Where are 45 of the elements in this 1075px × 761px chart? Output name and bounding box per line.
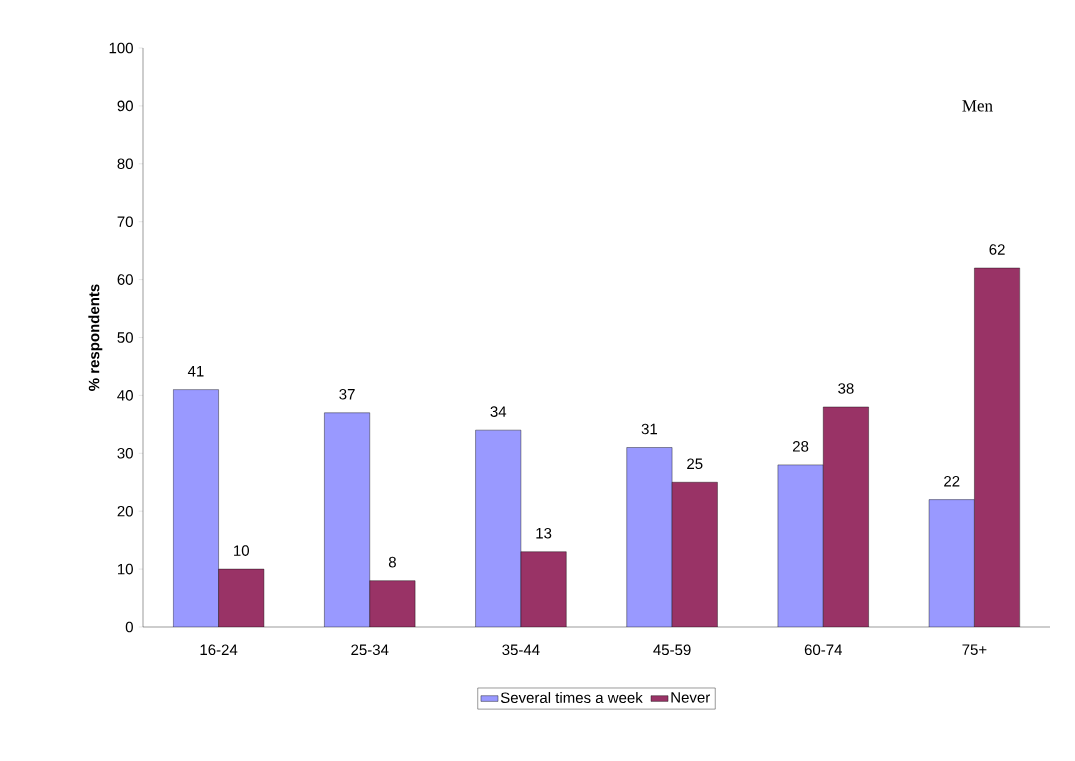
bar: [173, 389, 219, 627]
x-tick-label: 35-44: [502, 644, 540, 656]
data-label: 28: [792, 441, 809, 452]
x-tick-label: 45-59: [653, 644, 691, 656]
y-tick-label: 20: [117, 505, 133, 517]
y-tick-label: 100: [109, 42, 133, 54]
bar: [777, 464, 824, 627]
bar: [672, 482, 718, 627]
x-tick-label: 16-24: [200, 644, 238, 656]
y-axis-title: % respondents: [88, 284, 103, 391]
bar: [218, 569, 264, 627]
y-tick-label: 60: [117, 274, 133, 285]
bar: [475, 430, 521, 627]
data-label: 62: [989, 244, 1005, 255]
y-tick-label: 0: [125, 621, 133, 633]
data-label: 22: [944, 475, 960, 487]
y-tick-label: 80: [117, 158, 133, 170]
data-label: 10: [234, 545, 250, 556]
legend-label: Never: [671, 692, 710, 703]
data-label: 37: [339, 388, 355, 400]
bar: [626, 447, 673, 627]
data-label: 41: [187, 366, 204, 377]
bar: [928, 499, 975, 627]
y-tick-label: 10: [118, 563, 133, 575]
x-tick-label: 75+: [962, 644, 987, 655]
bar: [974, 267, 1020, 627]
y-tick-label: 50: [117, 332, 133, 343]
x-tick-label: 60-74: [804, 644, 842, 656]
y-tick-label: 40: [117, 390, 133, 401]
bar: [520, 551, 567, 627]
bar: [369, 580, 416, 627]
y-tick-label: 30: [117, 447, 133, 459]
data-label: 25: [687, 458, 703, 470]
data-label: 34: [490, 406, 507, 417]
y-tick-label: 90: [117, 100, 133, 112]
data-label: 38: [838, 383, 854, 394]
y-tick-label: 70: [117, 216, 133, 227]
data-label: 13: [536, 527, 552, 539]
data-label: 8: [388, 556, 396, 568]
bar: [823, 406, 869, 627]
data-label: 31: [641, 423, 658, 435]
annotation: Men: [962, 100, 993, 112]
x-tick-label: 25-34: [351, 644, 389, 656]
legend-label: Several times a week: [500, 691, 643, 703]
bar: [324, 412, 370, 627]
